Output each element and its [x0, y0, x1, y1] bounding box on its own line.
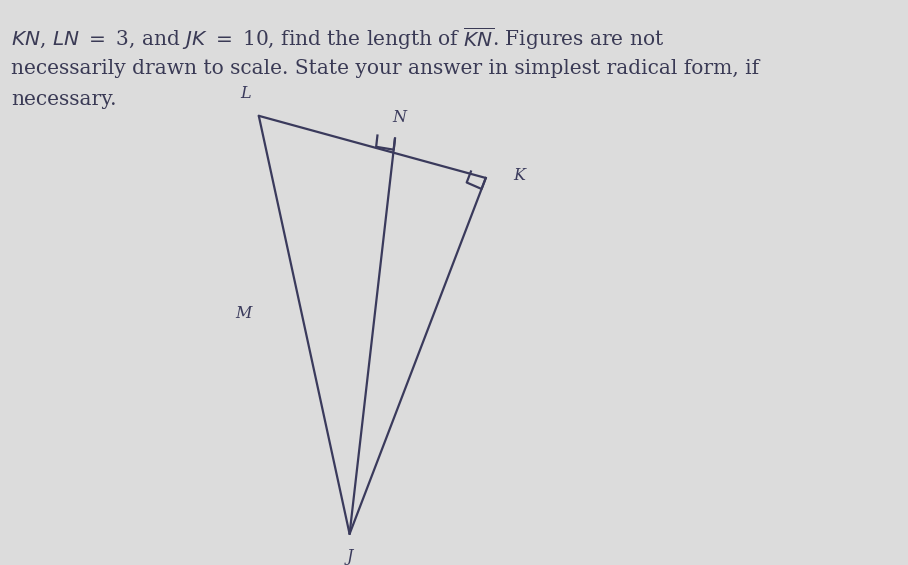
Text: necessary.: necessary.: [11, 90, 116, 110]
Text: M: M: [235, 305, 252, 322]
Text: L: L: [240, 85, 251, 102]
Text: $\mathit{KN}$, $\mathit{LN}$ $=$ 3, and $\mathit{JK}$ $=$ 10, find the length of: $\mathit{KN}$, $\mathit{LN}$ $=$ 3, and …: [11, 25, 665, 53]
Text: J: J: [346, 548, 353, 565]
Text: K: K: [513, 167, 525, 184]
Text: necessarily drawn to scale. State your answer in simplest radical form, if: necessarily drawn to scale. State your a…: [11, 59, 759, 79]
Text: N: N: [392, 109, 407, 126]
